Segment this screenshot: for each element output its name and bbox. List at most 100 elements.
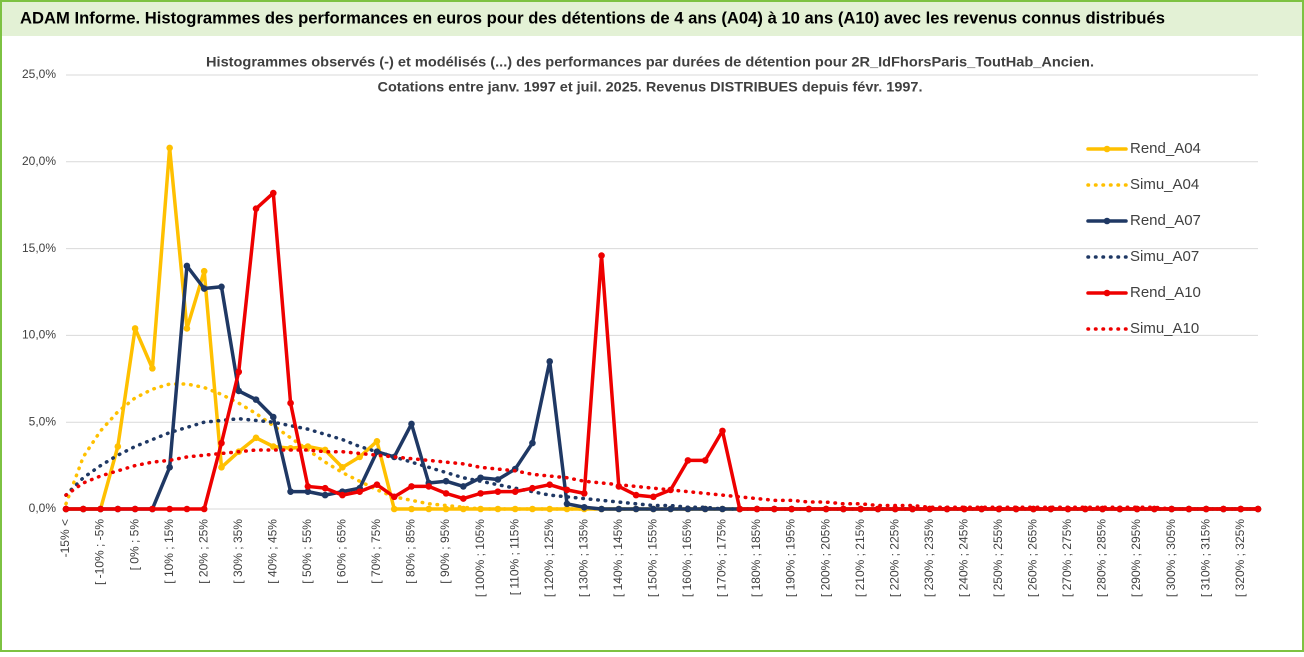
x-tick-label: [ 210% ; 215% [853,519,867,597]
data-point [529,439,536,447]
data-point [287,399,294,407]
data-point [131,325,139,332]
x-tick-label: [ 50% ; 55% [300,519,314,584]
x-tick-label: [ -10% ; -5% [93,519,107,585]
x-tick-label: [ 230% ; 235% [922,519,936,597]
legend-marker [1103,145,1111,153]
series-line [64,416,1260,511]
data-point [770,505,778,513]
legend-label: Simu_A04 [1130,176,1199,193]
x-tick-label: [ 270% ; 275% [1060,519,1074,597]
data-point [356,488,363,495]
header-title: ADAM Informe. Histogrammes des performan… [20,8,1165,27]
data-point [615,505,623,513]
data-point [304,483,312,490]
data-point [287,488,294,495]
x-tick-label: [ 190% ; 195% [784,519,798,597]
data-point [321,491,329,499]
data-point [805,505,813,513]
data-point [390,493,398,501]
data-point [218,464,225,471]
x-tick-label: [ 240% ; 245% [956,519,970,597]
data-point [252,205,260,212]
data-point [909,505,916,513]
data-point [580,503,588,511]
x-tick-label: [ 40% ; 45% [265,519,279,584]
x-tick-label: [ 110% ; 115% [507,519,521,596]
data-point [598,252,605,259]
data-point [200,505,208,513]
data-point [891,505,899,513]
x-tick-label: [ 260% ; 265% [1026,519,1040,597]
data-point [460,483,467,490]
x-tick-label: [ 290% ; 295% [1129,519,1143,597]
x-tick-label: [ 70% ; 75% [369,519,383,584]
data-point [339,464,346,471]
data-point [425,505,433,513]
y-tick-label: 25,0% [22,67,56,81]
data-point [788,505,795,513]
legend-marker [1103,289,1111,297]
data-point [684,457,692,464]
x-tick-label: [ 10% ; 15% [162,519,176,584]
x-tick-label: [ 130% ; 135% [576,519,590,597]
data-point [114,443,122,450]
x-tick-label: [ 320% ; 325% [1233,519,1247,597]
data-point [857,505,864,513]
x-tick-label: [ 140% ; 145% [611,519,625,597]
data-point [460,495,467,502]
x-tick-label: [ 90% ; 95% [438,519,452,584]
data-point [149,505,156,513]
x-tick-label: [ 160% ; 165% [680,519,694,597]
x-tick-label: [ 120% ; 125% [542,519,556,597]
data-point [650,505,657,513]
x-tick-label: -15% < [58,519,72,557]
data-point [494,476,502,483]
y-tick-label: 15,0% [22,241,56,255]
data-point [339,491,346,499]
y-tick-label: 10,0% [22,328,56,342]
x-tick-label: [ 80% ; 85% [404,519,418,584]
x-tick-label: [ 280% ; 285% [1095,519,1109,597]
data-point [218,439,225,447]
data-point [373,437,381,445]
data-point [79,505,87,513]
data-point [252,396,260,403]
data-point [580,490,588,497]
data-point [166,505,173,513]
data-point [356,453,363,461]
data-point [183,325,191,332]
data-point [511,505,519,513]
data-point [408,505,415,513]
x-tick-label: [ 20% ; 25% [196,519,210,584]
data-point [235,368,243,376]
data-point [183,262,191,270]
y-tick-label: 5,0% [29,414,57,428]
data-point [1202,505,1210,513]
data-point [1254,505,1262,513]
data-point [218,283,225,291]
data-point [200,285,208,292]
data-point [390,505,398,513]
data-point [373,481,381,488]
x-tick-label: [ 200% ; 205% [818,519,832,597]
data-point [632,505,640,513]
y-tick-label: 20,0% [22,154,56,168]
data-point [183,505,191,513]
data-point [719,427,726,435]
data-point [252,434,260,442]
chart-title: Histogrammes observés (-) et modélisés (… [206,54,1094,70]
data-point [442,477,450,485]
data-point [529,484,536,492]
data-point [200,267,208,275]
data-point [874,505,882,513]
data-point [650,493,657,501]
legend-label: Simu_A10 [1130,320,1199,337]
data-point [546,481,554,488]
x-tick-label: [ 300% ; 305% [1164,519,1178,597]
data-point [321,484,329,492]
x-tick-label: [ 150% ; 155% [646,519,660,597]
x-tick-label: [ 0% ; 5% [127,519,141,571]
